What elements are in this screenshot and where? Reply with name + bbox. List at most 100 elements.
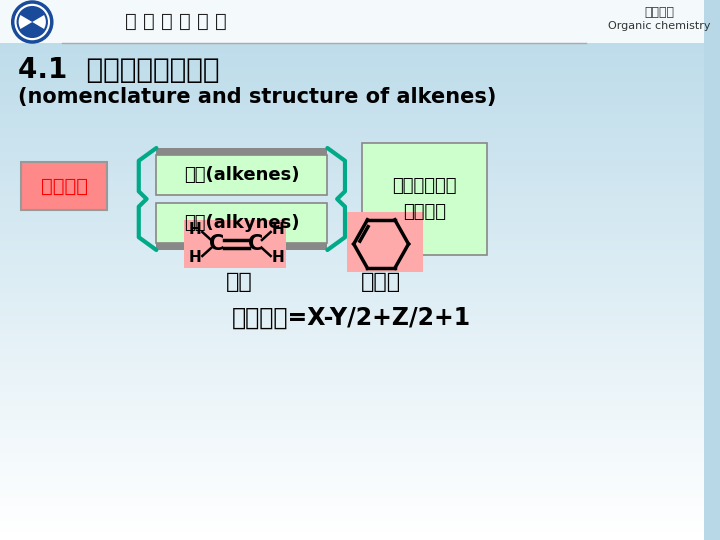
Bar: [0, 178, 703, 179]
Bar: [0, 254, 703, 255]
Bar: [0, 411, 703, 412]
Bar: [0, 101, 703, 102]
Bar: [184, 220, 287, 268]
Bar: [0, 301, 703, 302]
Bar: [0, 351, 703, 352]
Bar: [0, 214, 703, 215]
Bar: [0, 7, 703, 8]
Bar: [0, 13, 703, 14]
Bar: [0, 344, 703, 345]
Bar: [0, 71, 703, 72]
Bar: [0, 147, 703, 148]
Bar: [0, 359, 703, 360]
Bar: [0, 249, 703, 250]
Bar: [0, 441, 703, 442]
Bar: [0, 463, 703, 464]
Bar: [0, 193, 703, 194]
Bar: [0, 59, 703, 60]
Bar: [0, 376, 703, 377]
Bar: [0, 89, 703, 90]
Bar: [0, 171, 703, 172]
Bar: [0, 460, 703, 461]
Bar: [0, 215, 703, 216]
Bar: [0, 158, 703, 159]
Bar: [0, 105, 703, 106]
Bar: [0, 35, 703, 36]
Bar: [0, 255, 703, 256]
Bar: [0, 64, 703, 65]
Bar: [0, 434, 703, 435]
Bar: [0, 74, 703, 75]
Bar: [0, 253, 703, 254]
Bar: [0, 493, 703, 494]
Bar: [0, 500, 703, 501]
Bar: [0, 508, 703, 509]
Bar: [0, 165, 703, 166]
Bar: [0, 503, 703, 504]
Bar: [0, 347, 703, 348]
Bar: [0, 131, 703, 132]
Bar: [0, 288, 703, 289]
Bar: [0, 6, 703, 7]
Bar: [0, 298, 703, 299]
Bar: [0, 280, 703, 281]
Bar: [0, 356, 703, 357]
Bar: [0, 234, 703, 235]
Bar: [0, 169, 703, 170]
Bar: [0, 290, 703, 291]
Bar: [0, 85, 703, 86]
Bar: [0, 478, 703, 479]
Bar: [0, 528, 703, 529]
Bar: [0, 133, 703, 134]
Bar: [0, 457, 703, 458]
Bar: [0, 34, 703, 35]
Bar: [0, 130, 703, 131]
Bar: [0, 217, 703, 218]
Bar: [0, 69, 703, 70]
Bar: [0, 179, 703, 180]
Bar: [0, 312, 703, 313]
Bar: [0, 110, 703, 111]
Bar: [0, 164, 703, 165]
Bar: [0, 458, 703, 459]
Bar: [0, 382, 703, 383]
Bar: [0, 486, 703, 487]
Bar: [0, 187, 703, 188]
Bar: [0, 157, 703, 158]
Bar: [0, 481, 703, 482]
Bar: [0, 113, 703, 114]
Bar: [0, 181, 703, 182]
Bar: [0, 102, 703, 103]
Bar: [0, 245, 703, 246]
Bar: [0, 349, 703, 350]
Bar: [0, 433, 703, 434]
Bar: [0, 104, 703, 105]
Bar: [0, 40, 703, 41]
Bar: [0, 203, 703, 204]
Bar: [0, 4, 703, 5]
Bar: [0, 145, 703, 146]
Bar: [0, 111, 703, 112]
Bar: [0, 374, 703, 375]
Bar: [0, 93, 703, 94]
Bar: [0, 539, 703, 540]
Bar: [0, 343, 703, 344]
Bar: [0, 238, 703, 239]
Bar: [0, 492, 703, 493]
Bar: [0, 336, 703, 337]
Bar: [0, 186, 703, 187]
Bar: [0, 127, 703, 128]
Bar: [0, 174, 703, 175]
Bar: [0, 220, 703, 221]
Bar: [0, 287, 703, 288]
Bar: [0, 375, 703, 376]
Bar: [0, 310, 703, 311]
Bar: [0, 530, 703, 531]
Bar: [0, 106, 703, 107]
Bar: [0, 55, 703, 56]
Bar: [0, 261, 703, 262]
Bar: [0, 499, 703, 500]
Bar: [0, 442, 703, 443]
Bar: [0, 240, 703, 241]
Text: 炔烃(alkynes): 炔烃(alkynes): [184, 214, 300, 232]
